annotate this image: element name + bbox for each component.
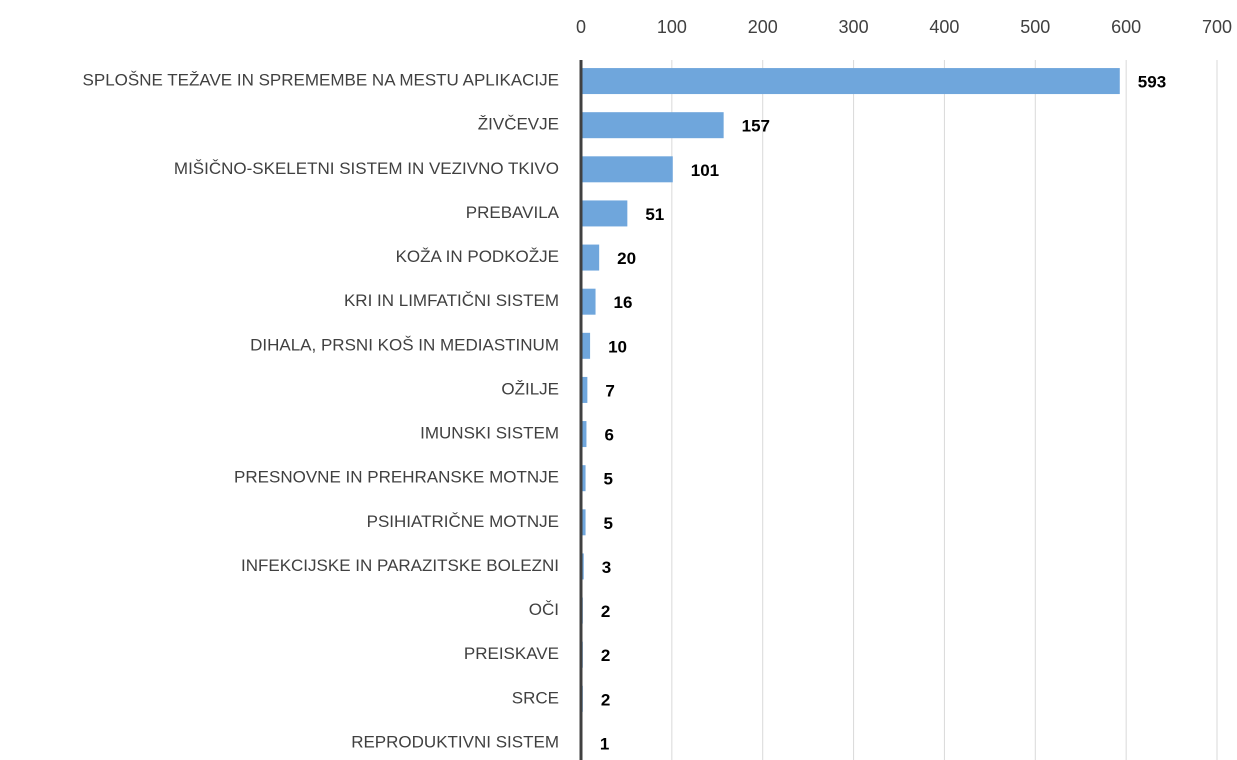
bar <box>581 288 596 315</box>
data-label: 593 <box>1138 73 1166 92</box>
y-tick-label: MIŠIČNO-SKELETNI SISTEM IN VEZIVNO TKIVO <box>174 159 559 178</box>
bar <box>581 332 591 359</box>
x-tick-label: 400 <box>929 17 959 37</box>
y-tick-label: PRESNOVNE IN PREHRANSKE MOTNJE <box>234 468 559 487</box>
data-label: 6 <box>604 426 613 445</box>
bar <box>581 244 600 271</box>
bar <box>581 509 586 536</box>
bar <box>581 68 1120 95</box>
x-tick-label: 600 <box>1111 17 1141 37</box>
data-label: 101 <box>691 161 719 180</box>
data-label: 2 <box>601 646 610 665</box>
data-label: 5 <box>604 514 613 533</box>
data-label: 3 <box>602 558 611 577</box>
data-label: 10 <box>608 337 627 356</box>
bar <box>581 112 724 139</box>
data-label: 51 <box>645 205 664 224</box>
data-label: 157 <box>742 117 770 136</box>
data-label: 2 <box>601 602 610 621</box>
data-label: 16 <box>614 293 633 312</box>
data-label: 7 <box>605 381 614 400</box>
x-tick-label: 300 <box>839 17 869 37</box>
y-tick-label: INFEKCIJSKE IN PARAZITSKE BOLEZNI <box>241 556 559 575</box>
data-label: 1 <box>600 734 609 753</box>
y-tick-label: PREBAVILA <box>466 203 560 222</box>
x-tick-label: 700 <box>1202 17 1232 37</box>
y-tick-label: KRI IN LIMFATIČNI SISTEM <box>344 291 559 310</box>
bar <box>581 376 588 403</box>
y-tick-label: ŽIVČEVJE <box>478 115 559 134</box>
y-tick-label: OČI <box>529 600 559 619</box>
y-tick-label: SPLOŠNE TEŽAVE IN SPREMEMBE NA MESTU APL… <box>83 71 559 90</box>
bar <box>581 156 673 183</box>
y-tick-label: PSIHIATRIČNE MOTNJE <box>367 512 559 531</box>
x-tick-label: 100 <box>657 17 687 37</box>
bar <box>581 421 587 448</box>
bar <box>581 200 628 227</box>
y-tick-label: REPRODUKTIVNI SISTEM <box>351 732 559 751</box>
x-tick-label: 500 <box>1020 17 1050 37</box>
y-tick-label: OŽILJE <box>501 379 559 398</box>
bar <box>581 465 586 492</box>
data-label: 2 <box>601 690 610 709</box>
y-tick-label: DIHALA, PRSNI KOŠ IN MEDIASTINUM <box>250 335 559 354</box>
x-tick-label: 0 <box>576 17 586 37</box>
y-tick-label: SRCE <box>512 688 559 707</box>
data-label: 5 <box>604 470 613 489</box>
y-tick-label: KOŽA IN PODKOŽJE <box>396 247 559 266</box>
data-label: 20 <box>617 249 636 268</box>
x-tick-label: 200 <box>748 17 778 37</box>
y-tick-label: IMUNSKI SISTEM <box>420 424 559 443</box>
y-tick-label: PREISKAVE <box>464 644 559 663</box>
